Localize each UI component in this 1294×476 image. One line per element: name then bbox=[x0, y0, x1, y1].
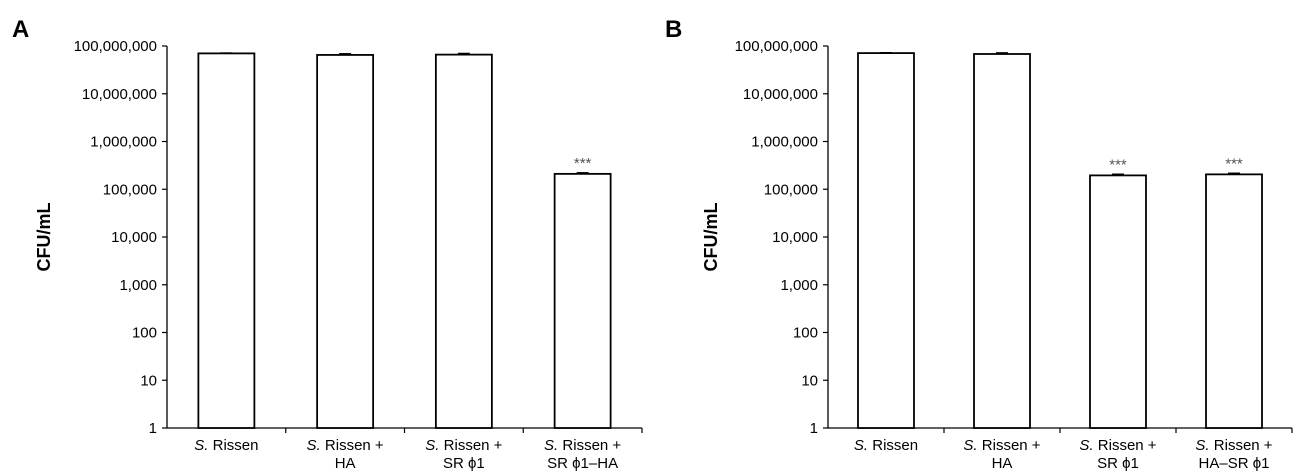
y-tick-label: 100 bbox=[132, 325, 157, 342]
x-tick-label-text: Rissen + bbox=[439, 437, 502, 454]
x-tick-label-text: Rissen + bbox=[1094, 437, 1157, 454]
bar bbox=[973, 53, 1031, 429]
x-tick-label-line2: HA–SR ϕ1 bbox=[1199, 455, 1270, 472]
y-tick-label: 1,000,000 bbox=[751, 134, 818, 151]
chart-panel-a: A CFU/mL 1 10 100 1,000 10,000 100,000 1,000,000… bbox=[12, 16, 643, 472]
y-tick-label: 100 bbox=[793, 325, 818, 342]
bar bbox=[316, 54, 375, 429]
y-axis-label: CFU/mL bbox=[34, 203, 54, 272]
x-tick-label: S. Rissen + bbox=[425, 437, 502, 454]
significance-label: *** bbox=[1225, 155, 1243, 172]
x-tick-label: S. Rissen + bbox=[307, 437, 384, 454]
bar bbox=[1089, 174, 1147, 429]
significance-label: *** bbox=[574, 155, 592, 172]
x-tick-label-line2: SR ϕ1 bbox=[443, 455, 485, 472]
bar bbox=[197, 52, 256, 429]
panel-label: B bbox=[665, 16, 682, 43]
y-tick-label: 1,000 bbox=[780, 277, 818, 294]
y-axis-label: CFU/mL bbox=[701, 203, 721, 272]
x-tick-label: S. Rissen bbox=[194, 437, 258, 454]
x-tick-label-genus: S. bbox=[1195, 437, 1209, 454]
y-tick-label: 100,000 bbox=[764, 181, 818, 198]
x-tick-label-text: Rissen + bbox=[321, 437, 384, 454]
bar bbox=[1205, 173, 1263, 429]
x-tick-label-line2: SR ϕ1 bbox=[1097, 455, 1139, 472]
x-tick-label: S. Rissen bbox=[854, 437, 918, 454]
y-tick-label: 10,000,000 bbox=[743, 86, 818, 103]
y-tick-label: 1 bbox=[149, 420, 157, 437]
x-tick-label-text: Rissen + bbox=[1210, 437, 1273, 454]
x-tick-label: S. Rissen + bbox=[1079, 437, 1156, 454]
x-tick-label-text: Rissen + bbox=[978, 437, 1041, 454]
x-tick-label-line2: SR ϕ1–HA bbox=[547, 455, 618, 472]
chart-panel-b: B CFU/mL 1 10 100 1,000 10,000 100,000 1,000,000… bbox=[665, 16, 1293, 472]
significance-label: *** bbox=[1109, 156, 1127, 173]
x-tick-label-genus: S. bbox=[1079, 437, 1093, 454]
y-tick-label: 10,000 bbox=[111, 229, 157, 246]
x-tick-label: S. Rissen + bbox=[963, 437, 1040, 454]
x-tick-label-line2: HA bbox=[335, 455, 356, 472]
x-tick-label-genus: S. bbox=[854, 437, 868, 454]
y-tick-label: 1,000 bbox=[119, 277, 157, 294]
y-tick-label: 10,000,000 bbox=[82, 86, 157, 103]
x-tick-label-genus: S. bbox=[963, 437, 977, 454]
x-tick-label-text: Rissen bbox=[208, 437, 258, 454]
bar bbox=[857, 52, 915, 429]
bar bbox=[553, 172, 612, 429]
y-tick-label: 1 bbox=[810, 420, 818, 437]
y-tick-label: 10,000 bbox=[772, 229, 818, 246]
x-tick-label-line2: HA bbox=[992, 455, 1013, 472]
panel-label: A bbox=[12, 16, 29, 43]
x-tick-label-genus: S. bbox=[307, 437, 321, 454]
x-tick-label: S. Rissen + bbox=[1195, 437, 1272, 454]
x-tick-label-text: Rissen bbox=[868, 437, 918, 454]
x-tick-label: S. Rissen + bbox=[544, 437, 621, 454]
x-tick-label-genus: S. bbox=[425, 437, 439, 454]
y-tick-label: 100,000 bbox=[103, 181, 157, 198]
y-tick-label: 100,000,000 bbox=[74, 38, 157, 55]
x-tick-label-text: Rissen + bbox=[558, 437, 621, 454]
y-tick-label: 10 bbox=[140, 372, 157, 389]
y-tick-label: 1,000,000 bbox=[90, 134, 157, 151]
y-tick-label: 100,000,000 bbox=[735, 38, 818, 55]
bar bbox=[434, 53, 493, 429]
x-tick-label-genus: S. bbox=[544, 437, 558, 454]
y-tick-label: 10 bbox=[801, 372, 818, 389]
x-tick-label-genus: S. bbox=[194, 437, 208, 454]
